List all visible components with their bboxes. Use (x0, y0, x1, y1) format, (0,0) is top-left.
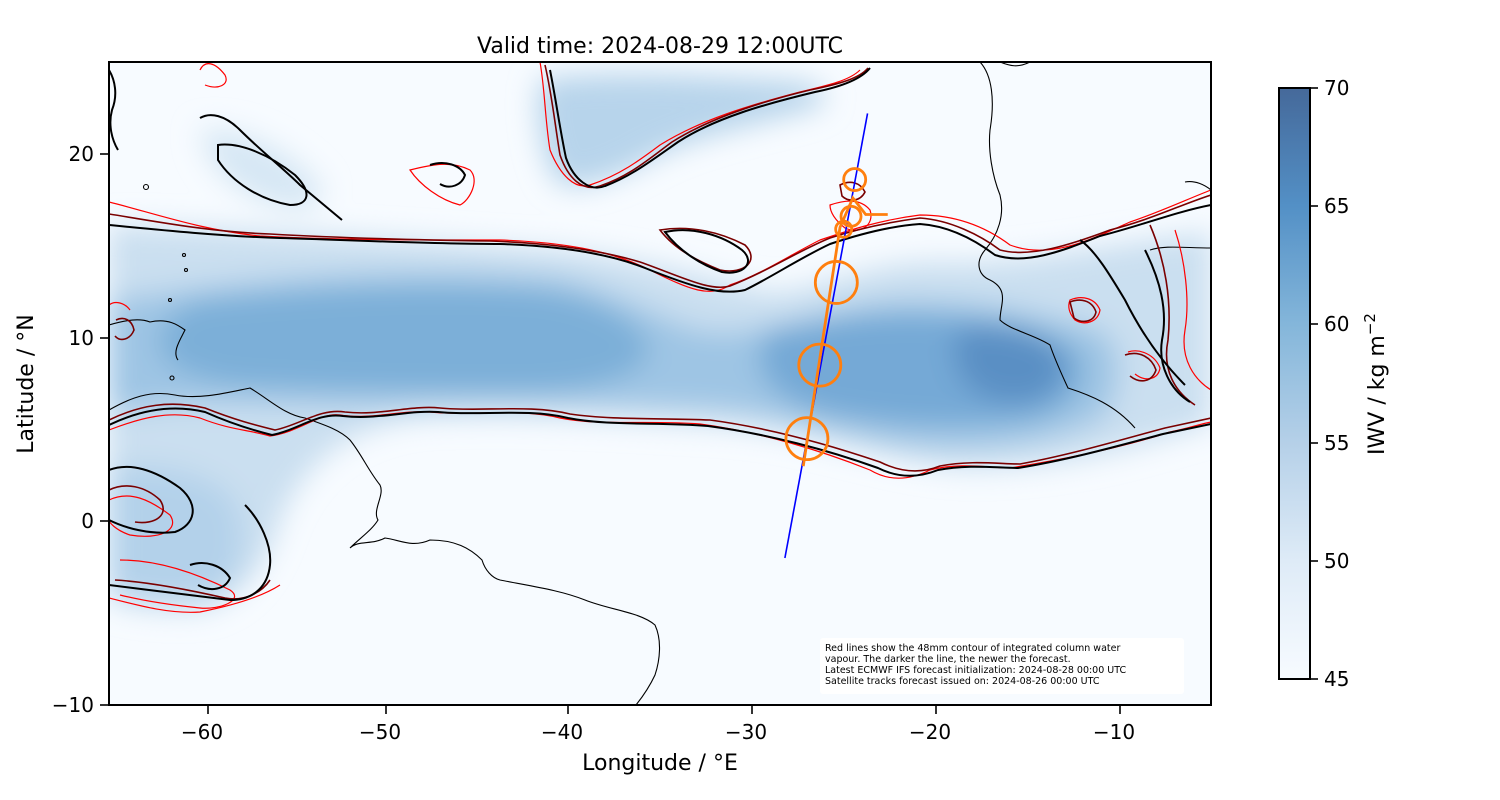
satellite-track (784, 113, 869, 559)
colorbar-tick-label: 50 (1324, 549, 1349, 573)
x-tick-label: −20 (909, 720, 951, 744)
annotation-line-4: Satellite tracks forecast issued on: 202… (825, 676, 1100, 687)
flight-circle (839, 204, 863, 228)
annotation-box: Red lines show the 48mm contour of integ… (820, 638, 1184, 694)
annotation-background (820, 638, 1184, 694)
colorbar-label-main: IWV / kg m (1365, 335, 1390, 455)
y-tick-label: −10 (52, 693, 94, 717)
colorbar-gradient (1279, 88, 1310, 679)
x-tick-label: −10 (1093, 720, 1135, 744)
colorbar-tick-label: 55 (1324, 431, 1349, 455)
flight-track-line (801, 195, 888, 467)
colorbar-tick-label: 70 (1324, 76, 1349, 100)
coastlines (109, 62, 1211, 705)
flight-circle (797, 342, 843, 388)
x-tick-label: −50 (359, 720, 401, 744)
x-tick-label: −40 (541, 720, 583, 744)
flight-circle (784, 416, 830, 462)
flight-track (784, 167, 888, 467)
y-axis-label: Latitude / °N (14, 314, 39, 453)
x-axis (207, 705, 1121, 714)
x-tick-label: −30 (725, 720, 767, 744)
y-axis (100, 153, 109, 706)
flight-circle (842, 167, 868, 192)
iwv-contours-mid (109, 64, 1211, 600)
map-frame (108, 61, 1212, 706)
y-tick-label: 20 (69, 142, 94, 166)
annotation-line-2: vapour. The darker the line, the newer t… (825, 654, 1071, 665)
iwv-contours-latest (109, 67, 1211, 602)
annotation-line-3: Latest ECMWF IFS forecast initialization… (825, 665, 1126, 676)
y-tick-label: 0 (81, 509, 94, 533)
y-tick-labels: −10 0 10 20 (52, 142, 94, 717)
y-tick-label: 10 (69, 326, 94, 350)
flight-circle (813, 260, 859, 305)
colorbar-tick-label: 60 (1324, 312, 1349, 336)
x-tick-label: −60 (181, 720, 223, 744)
x-axis-label: Longitude / °E (582, 751, 738, 776)
annotation-line-1: Red lines show the 48mm contour of integ… (825, 643, 1120, 654)
map-title: Valid time: 2024-08-29 12:00UTC (477, 34, 843, 59)
colorbar: 45 50 55 60 65 70 IWV / kg m−2 (1278, 76, 1390, 691)
x-tick-labels: −60 −50 −40 −30 −20 −10 (181, 720, 1135, 744)
map-panel: Red lines show the 48mm contour of integ… (108, 61, 1212, 706)
colorbar-tick-label: 45 (1324, 667, 1349, 691)
colorbar-label-superscript: −2 (1361, 313, 1379, 335)
colorbar-tick-label: 65 (1324, 194, 1349, 218)
colorbar-label: IWV / kg m−2 (1361, 313, 1390, 455)
colorbar-frame (1278, 87, 1311, 680)
